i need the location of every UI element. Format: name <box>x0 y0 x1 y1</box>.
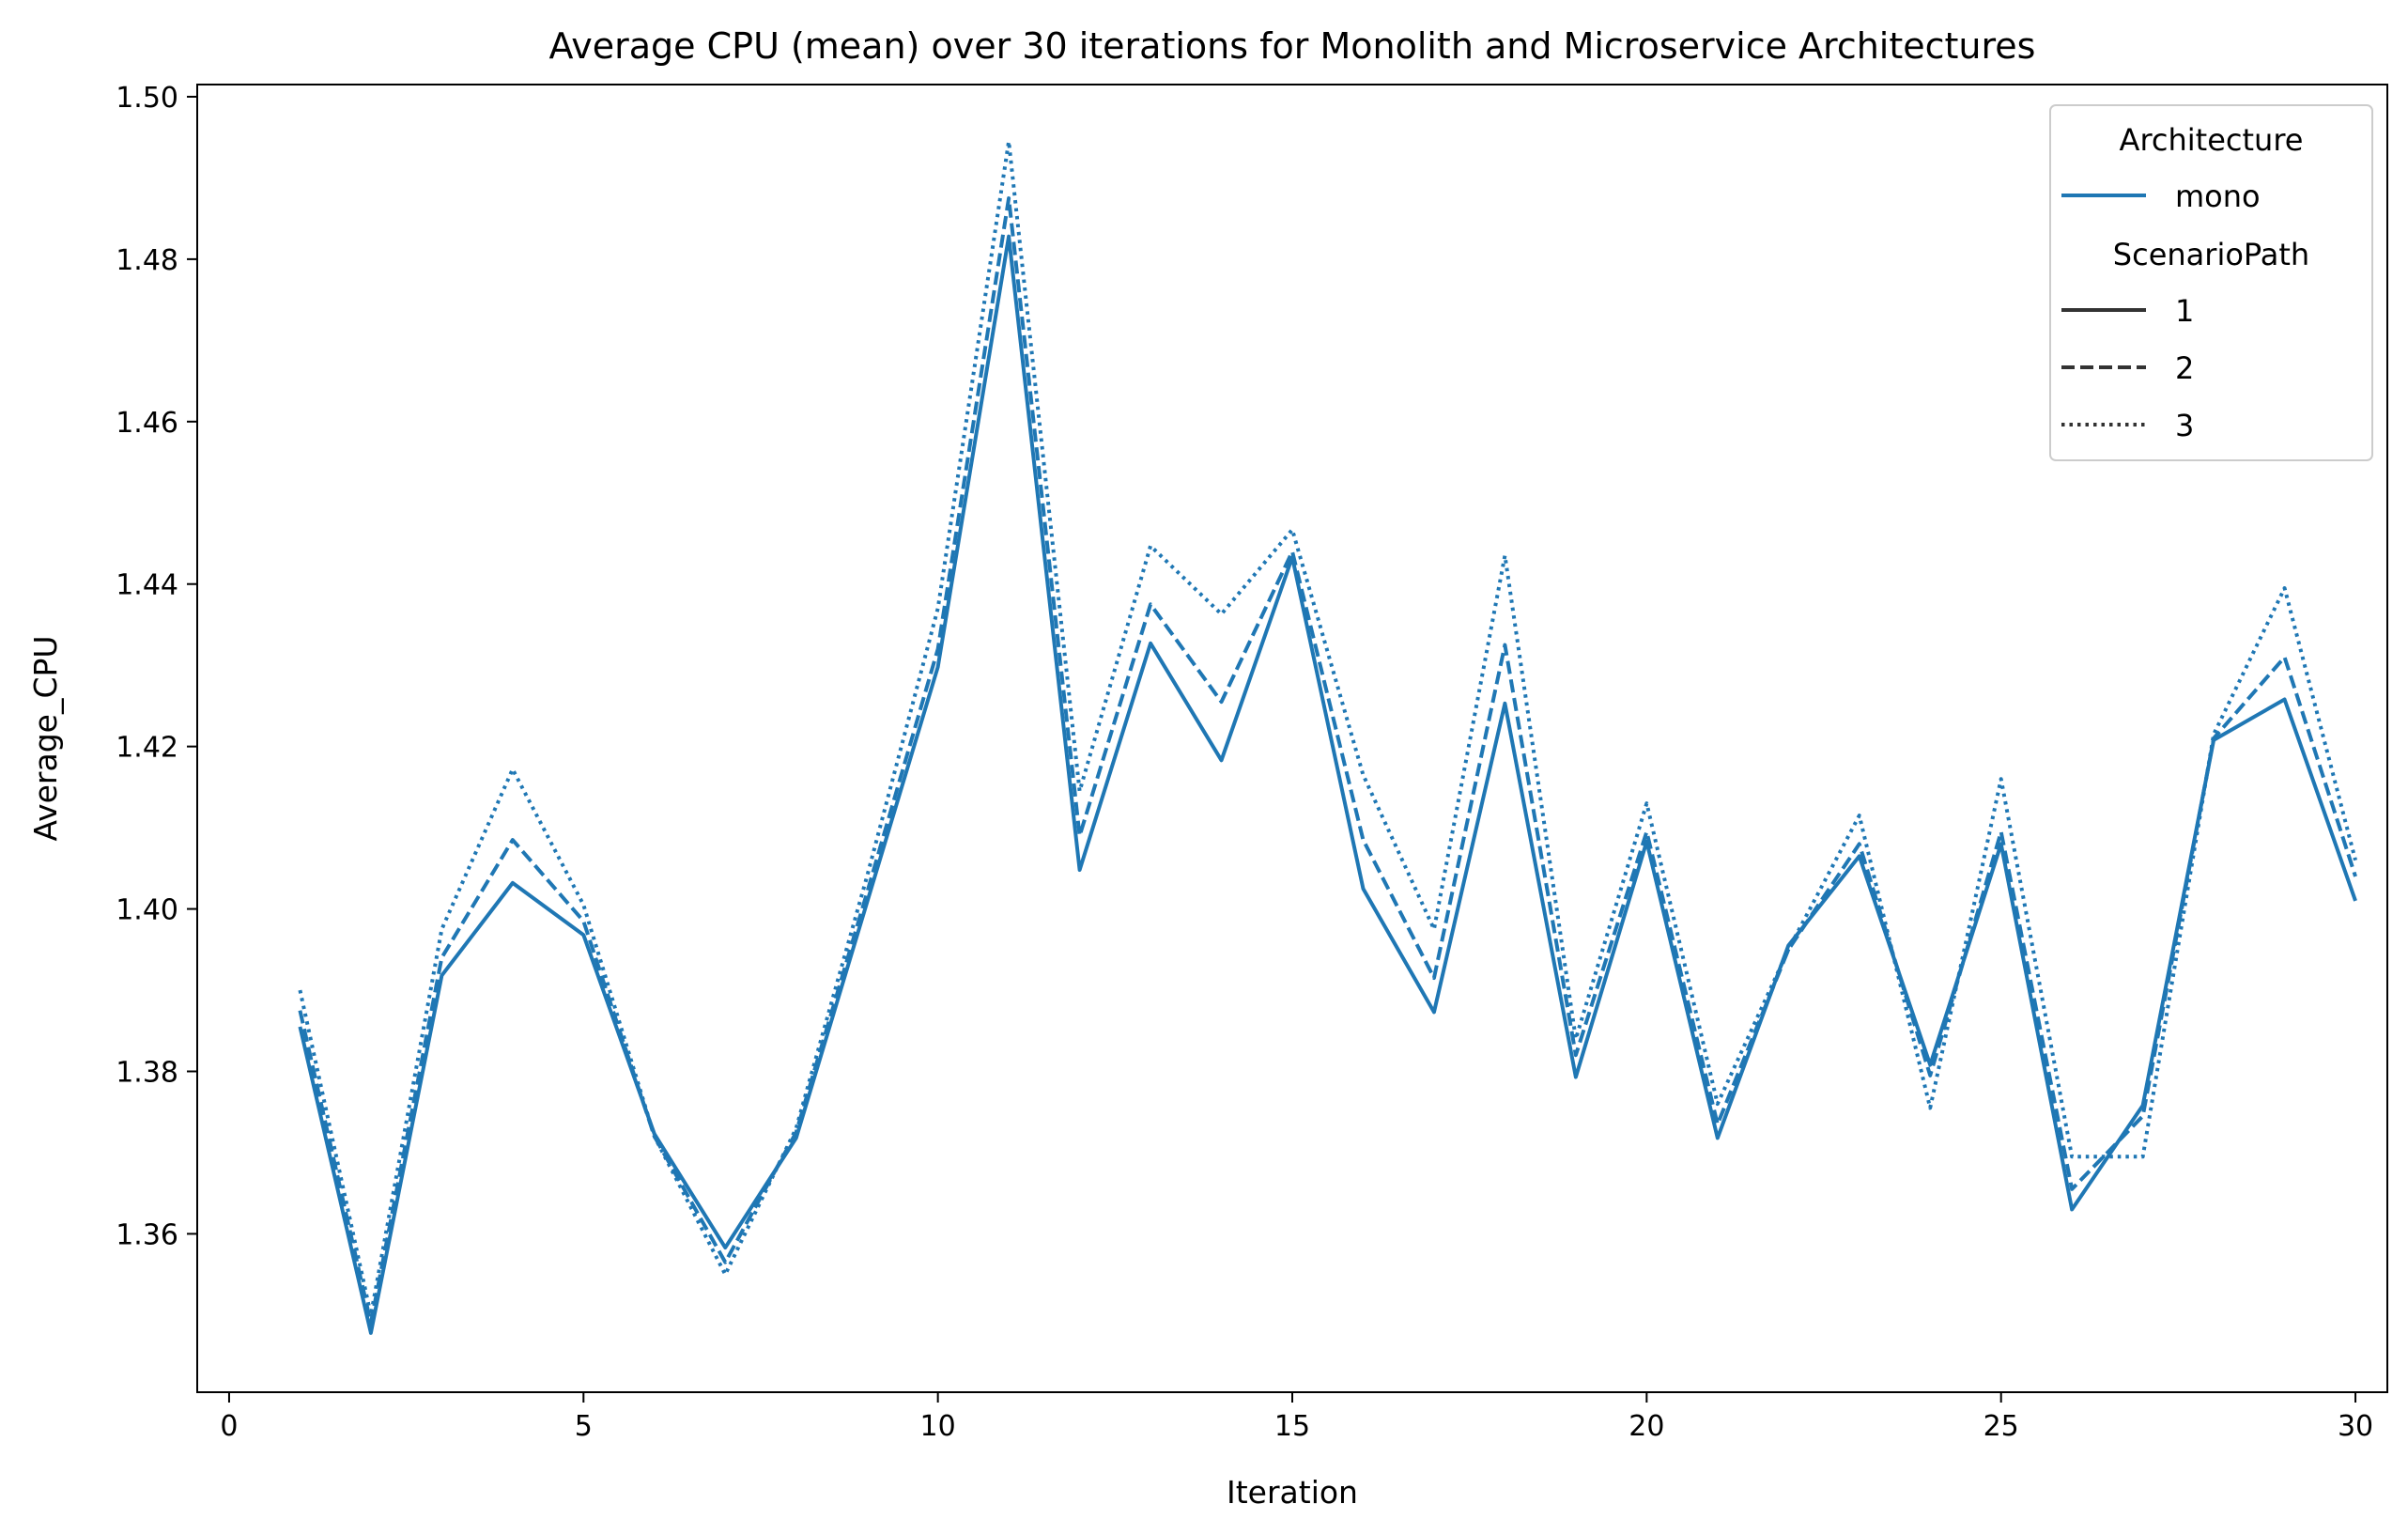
legend-style-label-3: 3 <box>2175 408 2194 443</box>
series-line-path-3 <box>298 139 2357 1317</box>
y-tick-label: 1.36 <box>116 1218 178 1251</box>
y-tick-label: 1.50 <box>116 82 178 115</box>
x-tick-label: 10 <box>920 1410 956 1443</box>
x-axis-label: Iteration <box>1227 1474 1358 1511</box>
legend-label-mono: mono <box>2175 178 2261 214</box>
y-tick-label: 1.46 <box>116 407 178 440</box>
legend-title-architecture: Architecture <box>2120 122 2304 158</box>
legend: Architecture mono ScenarioPath 1 2 3 <box>2049 104 2373 461</box>
x-tick-label: 25 <box>1984 1410 2019 1443</box>
series-line-path-1 <box>298 234 2357 1335</box>
plot-area <box>298 139 2357 1335</box>
x-tick-label: 0 <box>220 1410 238 1443</box>
x-tick-label: 15 <box>1274 1410 1310 1443</box>
chart-title: Average CPU (mean) over 30 iterations fo… <box>549 25 2036 67</box>
series-line-path-2 <box>298 196 2357 1326</box>
y-tick-label: 1.38 <box>116 1056 178 1089</box>
y-tick-label: 1.42 <box>116 732 178 765</box>
x-tick-label: 20 <box>1628 1410 1664 1443</box>
x-tick-label: 5 <box>575 1410 593 1443</box>
y-tick-label: 1.40 <box>116 894 178 927</box>
legend-style-label-2: 2 <box>2175 350 2194 386</box>
y-tick-label: 1.44 <box>116 569 178 602</box>
x-axis: 0 5 10 15 20 25 30 <box>220 1392 2373 1443</box>
y-axis: 1.36 1.38 1.40 1.42 1.44 1.46 1.48 1.50 <box>116 82 197 1251</box>
legend-title-scenariopath: ScenarioPath <box>2113 237 2309 272</box>
y-tick-label: 1.48 <box>116 244 178 277</box>
legend-box <box>2049 104 2373 461</box>
x-tick-label: 30 <box>2338 1410 2373 1443</box>
y-axis-label: Average_CPU <box>27 635 64 841</box>
legend-style-label-1: 1 <box>2175 293 2194 329</box>
